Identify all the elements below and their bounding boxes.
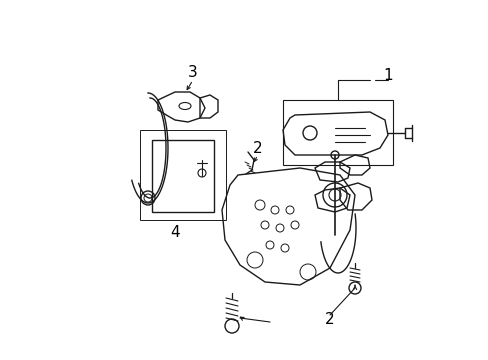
Text: 2: 2 — [253, 140, 262, 156]
Bar — [140, 130, 225, 220]
Text: 1: 1 — [383, 68, 392, 82]
Text: 2: 2 — [325, 312, 334, 328]
Text: 4: 4 — [170, 225, 180, 239]
Bar — [283, 100, 392, 165]
Bar — [152, 140, 214, 212]
Text: 3: 3 — [188, 64, 198, 80]
